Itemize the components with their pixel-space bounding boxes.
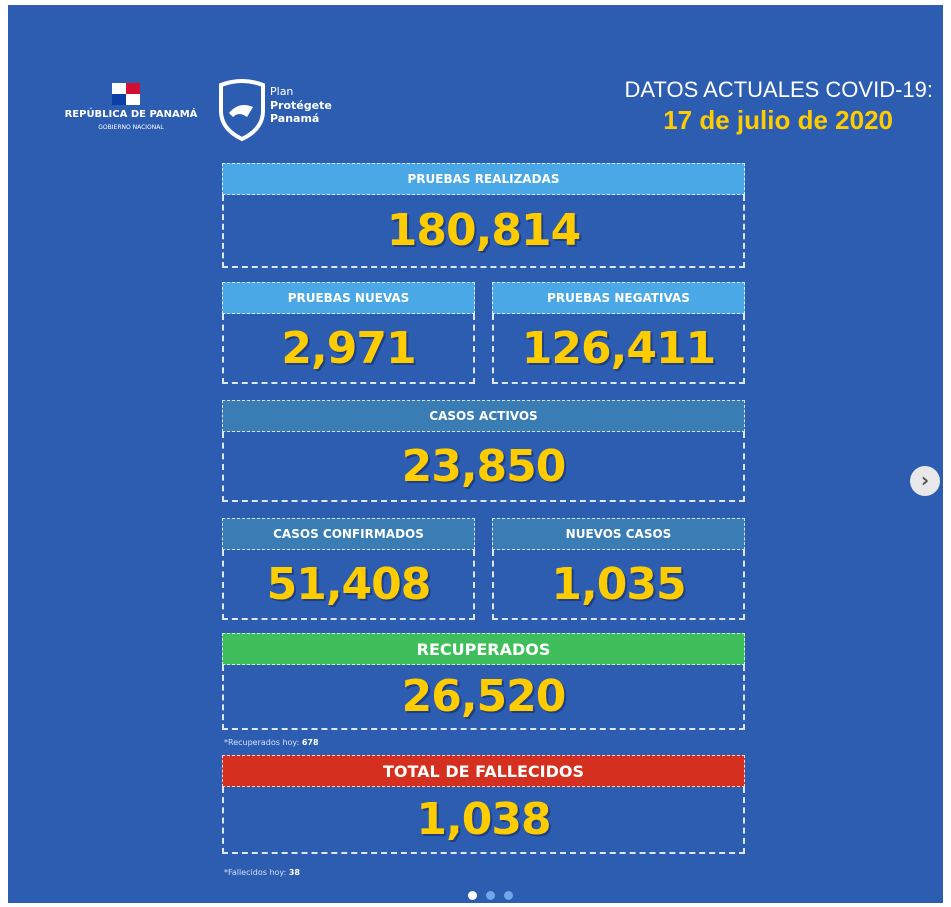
- note: *Fallecidos hoy: 38: [224, 868, 300, 877]
- plan-name: Protégete: [270, 99, 332, 112]
- stat-value: 23,850: [222, 432, 745, 502]
- stat-label: NUEVOS CASOS: [492, 518, 745, 550]
- stat-label: PRUEBAS NEGATIVAS: [492, 282, 745, 314]
- stat-label: RECUPERADOS: [222, 633, 745, 665]
- stat-value: 2,971: [222, 314, 475, 384]
- stat-value: 180,814: [222, 195, 745, 268]
- flag: [112, 83, 140, 105]
- carousel-dot[interactable]: [504, 891, 513, 900]
- title: DATOS ACTUALES COVID-19:: [624, 77, 934, 102]
- stat-value: 1,038: [222, 787, 745, 854]
- stat-value: 126,411: [492, 314, 745, 384]
- note-label: *Fallecidos hoy:: [224, 868, 287, 877]
- carousel-dot[interactable]: [486, 891, 495, 900]
- stat-label: TOTAL DE FALLECIDOS: [222, 755, 745, 787]
- date: 17 de julio de 2020: [663, 105, 893, 135]
- next-button[interactable]: ›: [910, 466, 940, 496]
- post-image: REPÚBLICA DE PANAMÁ GOBIERNO NACIONAL Pl…: [8, 5, 943, 903]
- stat-label: PRUEBAS REALIZADAS: [222, 163, 745, 195]
- stat-value: 1,035: [492, 550, 745, 620]
- stat-label: PRUEBAS NUEVAS: [222, 282, 475, 314]
- carousel-dot[interactable]: [468, 891, 477, 900]
- stat-label: CASOS CONFIRMADOS: [222, 518, 475, 550]
- note-value: 678: [301, 738, 319, 747]
- plan-name: Panamá: [270, 112, 320, 125]
- stat-label: CASOS ACTIVOS: [222, 400, 745, 432]
- plan-word: Plan: [270, 85, 294, 98]
- plan-logo: [219, 79, 265, 142]
- stat-value: 51,408: [222, 550, 475, 620]
- note-label: *Recuperados hoy:: [224, 738, 300, 747]
- note-value: 38: [288, 868, 300, 877]
- government-name: REPÚBLICA DE PANAMÁ: [64, 109, 198, 120]
- stat-value: 26,520: [222, 665, 745, 730]
- note: *Recuperados hoy: 678: [224, 738, 319, 747]
- government-sub: GOBIERNO NACIONAL: [98, 124, 164, 131]
